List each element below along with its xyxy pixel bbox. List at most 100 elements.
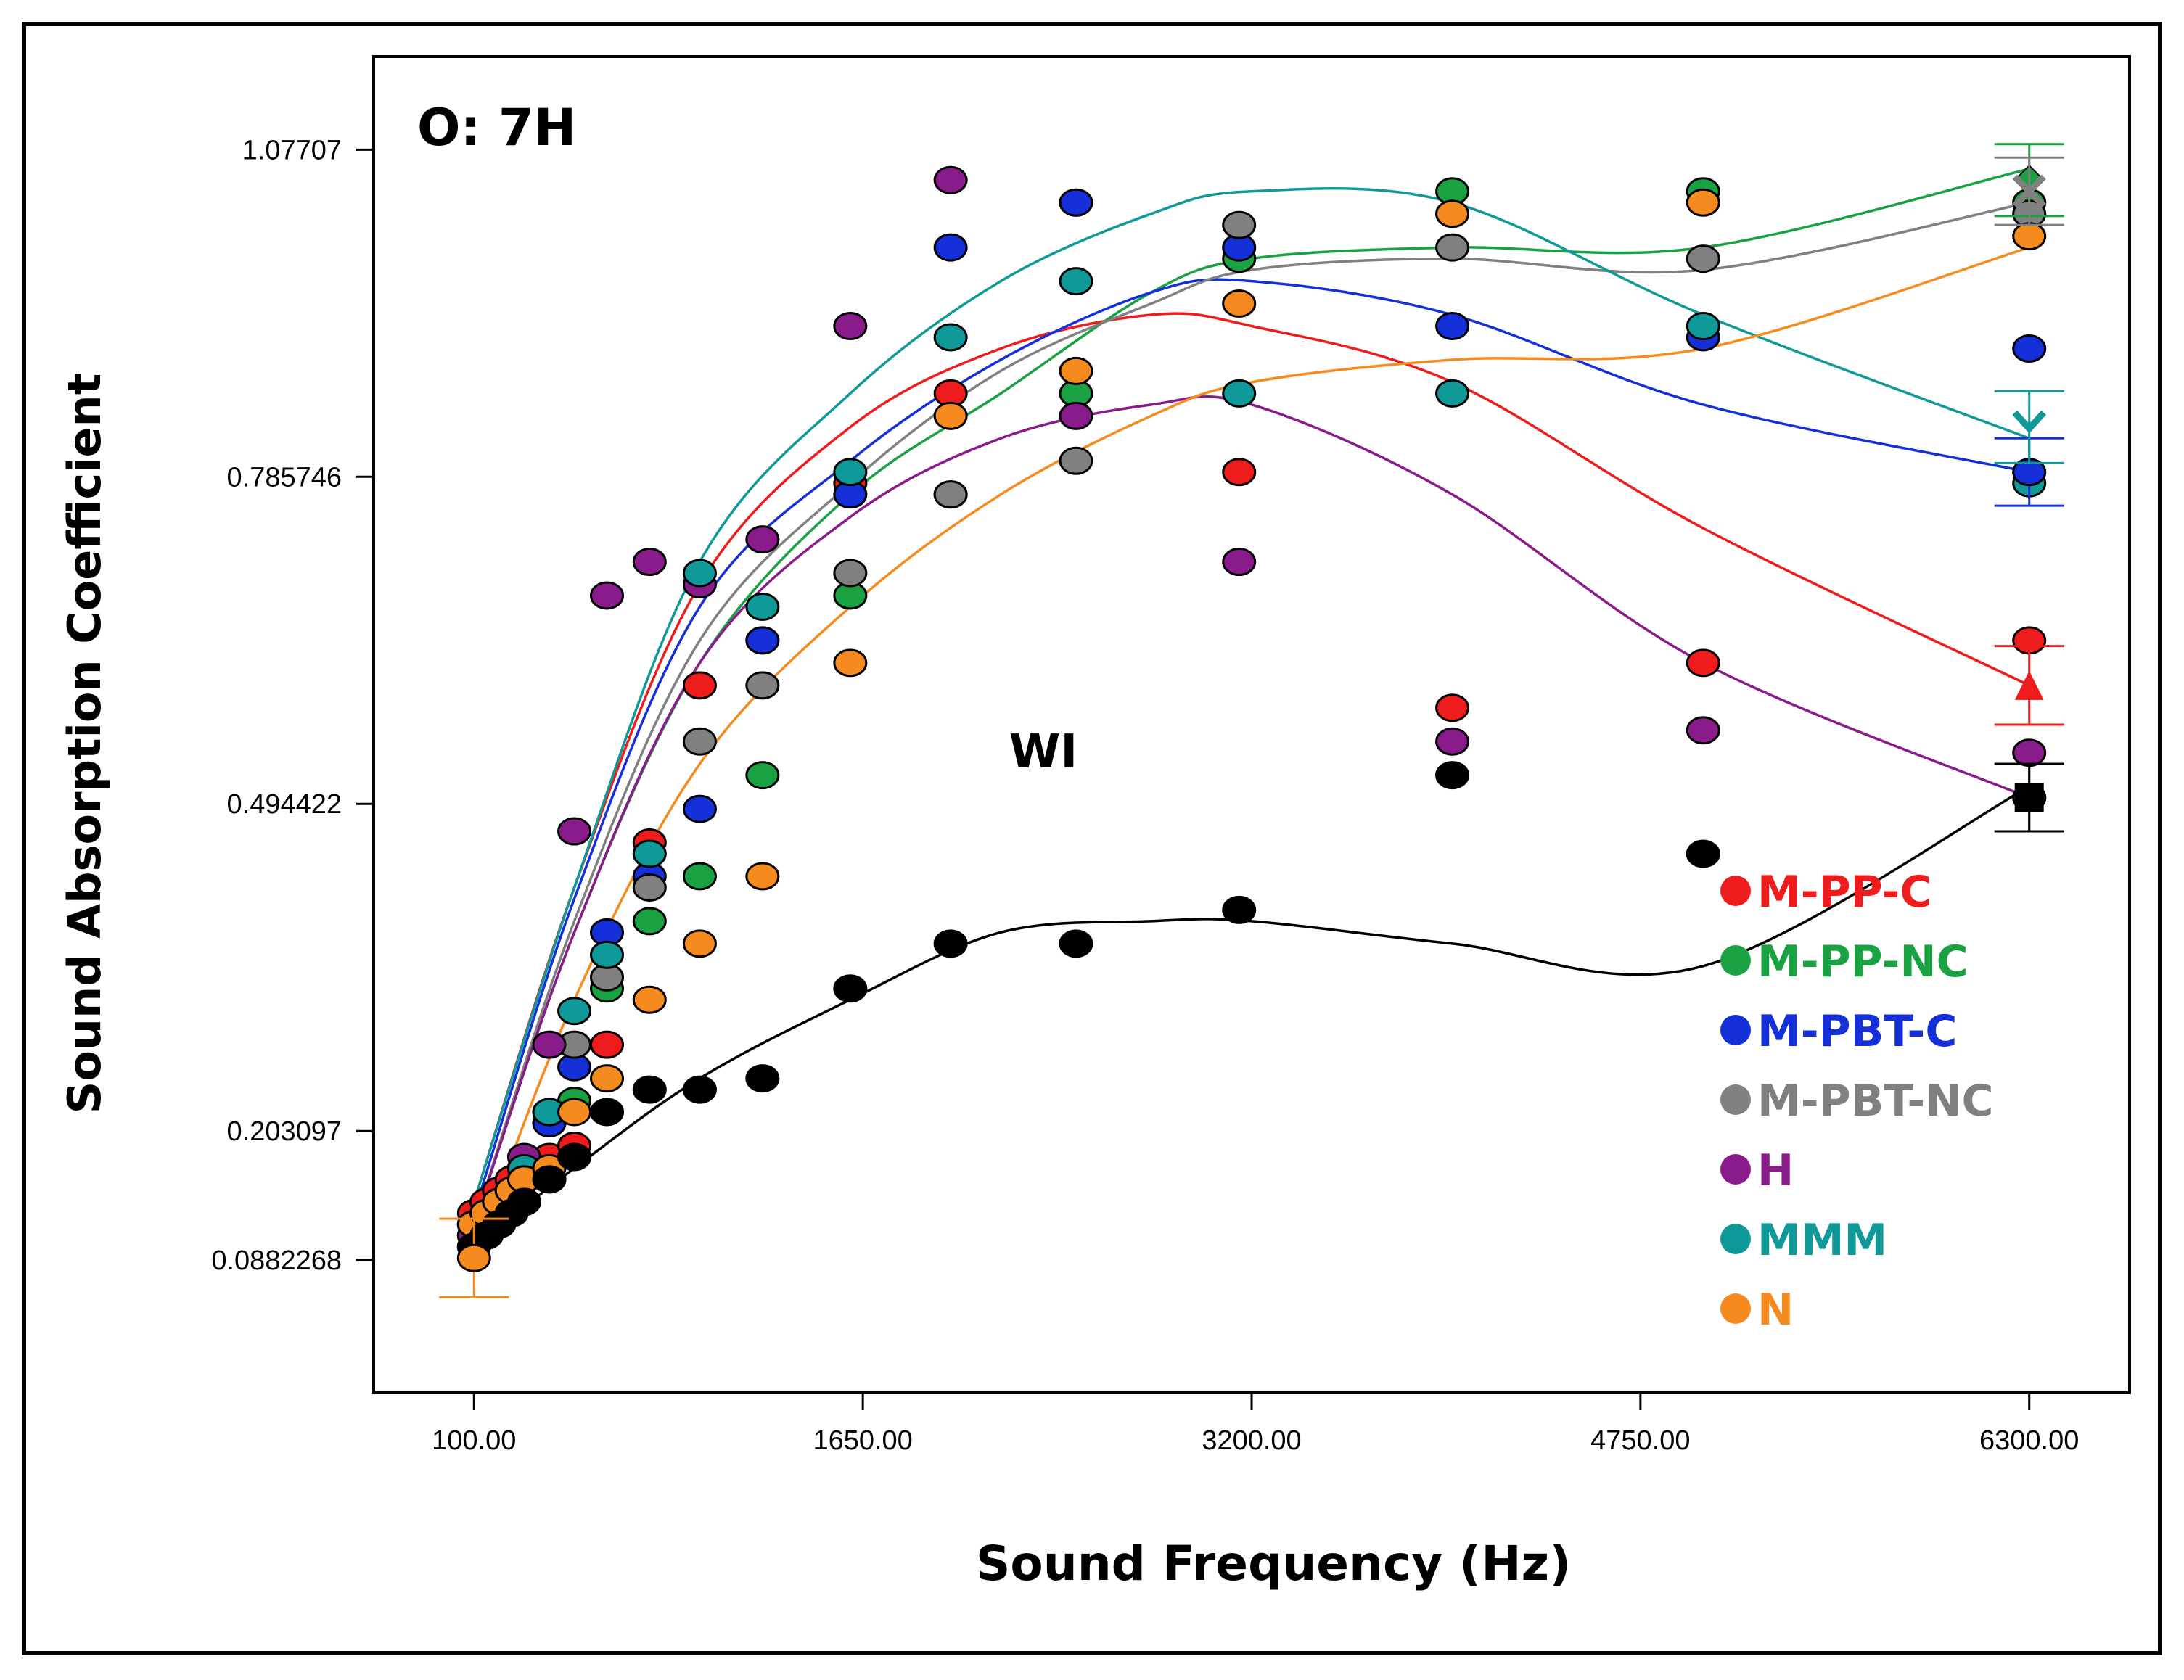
data-point-n [682,929,717,958]
legend-marker-h [1720,1154,1751,1185]
data-point-wi [682,1075,717,1104]
data-point-n [632,985,667,1014]
end-marker-m-pp-c [2014,670,2044,700]
data-point-m-pbt-nc [1059,446,1093,475]
legend-label-mmm: MMM [1757,1215,1887,1266]
legend-label-m-pp-c: M-PP-C [1757,867,1931,918]
fit-curve-m-pbt-c [472,278,2030,1214]
fit-curve-wi [473,785,2030,1248]
x-tick-label: 1650.00 [813,1425,912,1456]
data-point-mmm [745,592,780,621]
fit-curve-mmm [472,187,2030,1203]
data-point-mmm [557,997,592,1026]
data-point-h [833,311,868,340]
legend-marker-m-pp-nc [1720,945,1751,976]
data-point-n [1222,289,1257,318]
y-tick-label: 0.494422 [227,789,342,820]
data-point-wi [632,1075,667,1104]
data-point-mmm [1222,379,1257,408]
legend-label-n: N [1757,1285,1794,1335]
data-point-mmm [590,940,625,969]
y-axis: 0.0882268 0.203097 0.494422 0.785746 1.07707 [211,135,374,1276]
data-point-m-pbt-nc [833,559,868,588]
data-point-m-pbt-nc [1686,244,1720,273]
data-point-wi [506,1187,541,1216]
data-point-wi [933,929,968,958]
data-point-m-pbt-nc [682,727,717,756]
data-point-wi [1059,929,1093,958]
figure-border [22,22,2162,1655]
data-point-wi [833,974,868,1003]
data-point-n [590,1064,625,1093]
data-point-wi [532,1165,567,1194]
data-point-m-pp-c [682,671,717,700]
data-point-h [1222,548,1257,577]
data-point-m-pp-nc [682,862,717,891]
y-tick-label: 0.0882268 [211,1245,342,1276]
legend-marker-m-pp-c [1720,876,1751,906]
data-point-h [590,581,625,610]
data-point-m-pbt-nc [1435,233,1470,262]
data-point-mmm [632,839,667,868]
wi-annotation: WI [1009,725,1077,779]
x-tick-label: 4750.00 [1590,1425,1690,1456]
x-tick-label: 100.00 [432,1425,516,1456]
data-point-n [557,1098,592,1127]
end-marker-wi [2014,783,2044,812]
legend-marker-n [1720,1293,1751,1324]
legend-label-m-pbt-nc: M-PBT-NC [1757,1076,1994,1127]
data-point-wi [557,1142,592,1172]
y-axis-title: Sound Absorption Coefficient [58,374,111,1114]
data-point-h [933,165,968,194]
data-point-m-pbt-c [2012,334,2047,363]
data-point-m-pbt-c [745,626,780,655]
data-point-n [2012,222,2047,251]
data-point-m-pbt-c [682,794,717,823]
data-point-h [2012,738,2047,767]
legend: M-PP-C M-PP-NC M-PBT-C M-PBT-NC H MMM N [1720,867,1994,1335]
data-point-h [632,548,667,577]
data-point-m-pbt-c [1059,188,1093,217]
data-point-m-pbt-nc [933,480,968,509]
data-point-wi [1435,761,1470,790]
data-point-n [933,401,968,430]
data-point-m-pp-c [1222,458,1257,487]
data-point-n [1686,188,1720,217]
y-tick-label: 0.203097 [227,1116,342,1147]
data-point-wi [1686,839,1720,868]
x-axis-title: Sound Frequency (Hz) [976,1536,1571,1592]
legend-label-h: H [1757,1145,1794,1196]
panel-label: O: 7H [417,98,576,157]
legend-marker-m-pbt-nc [1720,1084,1751,1115]
data-point-h [1686,716,1720,745]
data-point-m-pbt-c [933,233,968,262]
data-point-m-pp-c [1686,648,1720,678]
data-point-mmm [1059,267,1093,296]
fit-curve-m-pbt-nc [472,201,2030,1225]
end-markers [439,143,2064,1298]
y-tick-label: 0.785746 [227,462,342,493]
x-axis: 100.00 1650.00 3200.00 4750.00 6300.00 [432,1393,2079,1456]
data-point-m-pbt-c [1435,311,1470,340]
data-point-h [532,1030,567,1059]
legend-marker-mmm [1720,1224,1751,1254]
y-tick-label: 1.07707 [242,135,342,165]
data-point-mmm [1435,379,1470,408]
legend-marker-m-pbt-c [1720,1015,1751,1045]
data-point-m-pp-nc [745,761,780,790]
data-point-wi [745,1064,780,1093]
legend-label-m-pbt-c: M-PBT-C [1757,1006,1957,1057]
x-tick-label: 3200.00 [1202,1425,1301,1456]
data-point-mmm [833,458,868,487]
end-marker-m-pbt-nc [2012,174,2046,208]
data-point-m-pp-c [1435,693,1470,722]
data-point-m-pp-nc [632,907,667,936]
data-point-mmm [1686,311,1720,340]
data-point-mmm [682,559,717,588]
data-point-n [1435,199,1470,228]
data-point-n [833,648,868,678]
data-point-m-pbt-nc [745,671,780,700]
data-point-h [1059,401,1093,430]
data-point-h [557,817,592,846]
